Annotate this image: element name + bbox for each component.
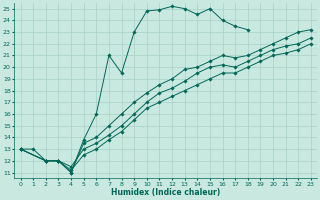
X-axis label: Humidex (Indice chaleur): Humidex (Indice chaleur) xyxy=(111,188,220,197)
